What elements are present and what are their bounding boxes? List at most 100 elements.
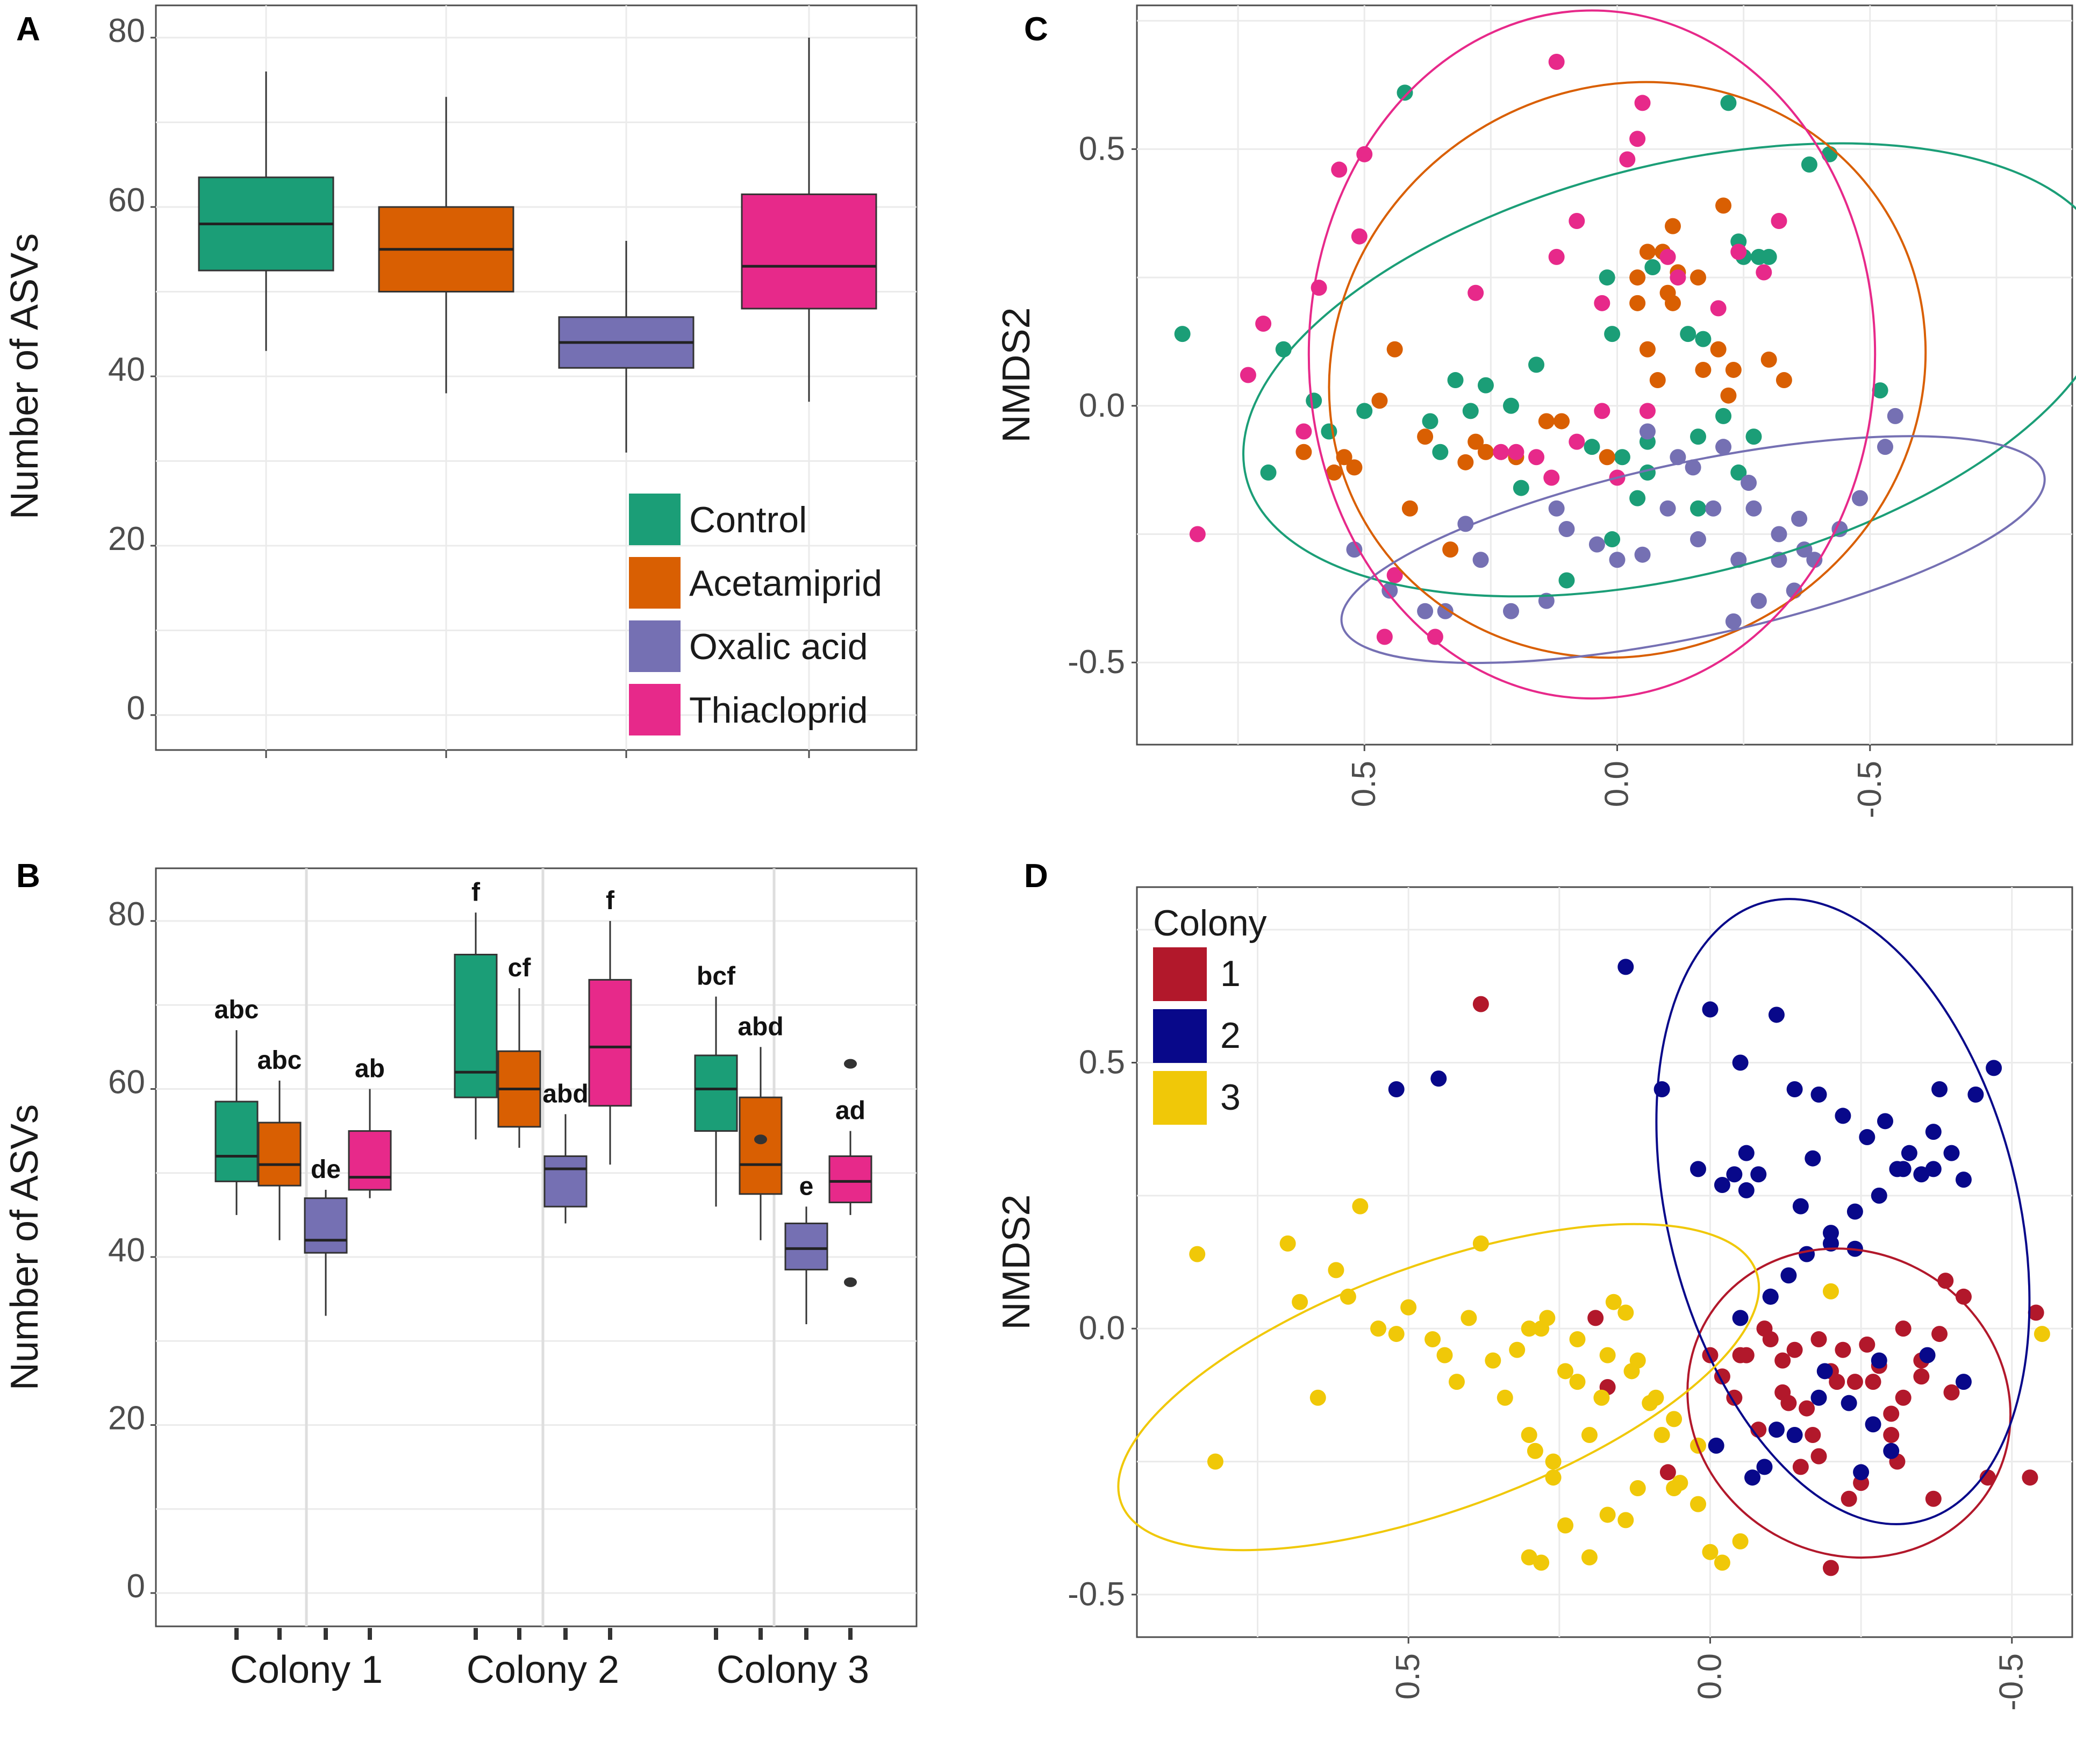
data-point [1768,1422,1785,1438]
data-point [1710,341,1727,358]
data-point [1295,444,1312,460]
data-point [1521,1320,1537,1337]
data-point [1472,996,1489,1012]
data-point [1726,1166,1743,1183]
data-point [1745,428,1762,445]
box-iqr [454,954,498,1098]
data-point [1925,1124,1942,1140]
data-point [1189,526,1206,542]
data-point [1725,361,1742,378]
data-point [1685,459,1701,476]
panel-letter-b: B [16,858,40,895]
legend-label: 2 [1220,1015,1241,1056]
data-point [1859,1129,1875,1145]
data-point [1913,1166,1930,1183]
box-colony2-acetamiprid: cf [497,954,541,1148]
data-point [1732,1347,1749,1363]
y-tick-label: 0 [127,1568,145,1605]
x-tick [758,1628,763,1640]
data-point [1720,95,1737,111]
data-point [1776,372,1792,389]
series-thiacloprid [1189,54,1787,645]
data-point [1388,1326,1405,1342]
data-point [1851,490,1868,506]
data-point [1240,367,1256,383]
data-point [1513,480,1529,496]
data-point [1986,1060,2002,1076]
box-colony1-thiacloprid: ab [348,1055,392,1198]
data-point [1207,1453,1223,1470]
data-point [1666,1411,1683,1427]
box-colony2-control: f [454,878,498,1140]
confidence-ellipse [1242,142,2076,598]
y-axis-title: NMDS2 [995,1194,1038,1330]
data-point [1680,326,1696,342]
data-point [1629,1480,1646,1496]
data-point [1750,592,1767,609]
data-point [1702,1347,1719,1363]
data-point [1715,408,1732,424]
box-colony1-acetamiprid: abc [257,1046,302,1240]
data-point [1871,1352,1887,1369]
data-point [1702,1001,1719,1018]
data-point [1829,1374,1845,1390]
data-point [1569,1374,1586,1390]
box-colony3-control: bcf [694,962,738,1207]
data-point [1744,1469,1761,1486]
data-point [1714,1554,1730,1571]
y-axis-title: NMDS2 [995,307,1038,442]
data-point [1614,449,1630,466]
data-point [1461,1310,1477,1326]
data-point [1639,423,1656,440]
box-iqr [588,979,632,1107]
data-point [1943,1384,1960,1401]
outlier-point [844,1277,857,1287]
data-point [1599,1506,1616,1523]
box-iqr [257,1122,302,1187]
series-oxalic-acid [1346,408,1903,630]
data-point [1780,1395,1797,1411]
data-point [1508,444,1524,460]
data-point [1786,1081,1803,1097]
data-point [1427,629,1443,645]
facet-label: Colony 3 [717,1648,869,1691]
data-point [1649,372,1666,389]
data-point [1528,356,1545,373]
data-point [1925,1490,1942,1507]
data-point [1690,428,1706,445]
box-thiacloprid [741,38,877,402]
data-point [1528,449,1545,466]
data-point [1883,1427,1900,1444]
data-point [1477,377,1494,394]
data-point [1376,629,1393,645]
data-point [1690,1161,1706,1177]
facet-label: Colony 1 [230,1648,383,1691]
data-point [1617,959,1634,975]
data-point [1388,1081,1405,1097]
confidence-ellipse [1117,1223,1760,1552]
data-point [1883,1442,1900,1459]
data-point [1401,500,1418,517]
data-point [1967,1086,1984,1103]
data-point [1503,603,1519,619]
data-point [1619,151,1636,168]
data-point [1822,1560,1839,1576]
data-point [1846,1203,1863,1220]
data-point [1750,1166,1767,1183]
outlier-point [754,1134,767,1145]
data-point [1730,552,1747,568]
data-point [1955,1288,1972,1305]
data-point [1604,326,1621,342]
data-point [1943,1145,1960,1161]
data-point [1467,433,1484,450]
data-point [1659,1464,1676,1481]
data-point [1370,1320,1387,1337]
data-point [1533,1554,1550,1571]
x-tick-label: 0.5 [1390,1653,1427,1699]
data-point [1690,531,1706,548]
data-point [1629,295,1646,311]
data-point [1690,269,1706,286]
data-point [1810,1331,1827,1347]
data-point [1279,1235,1296,1252]
